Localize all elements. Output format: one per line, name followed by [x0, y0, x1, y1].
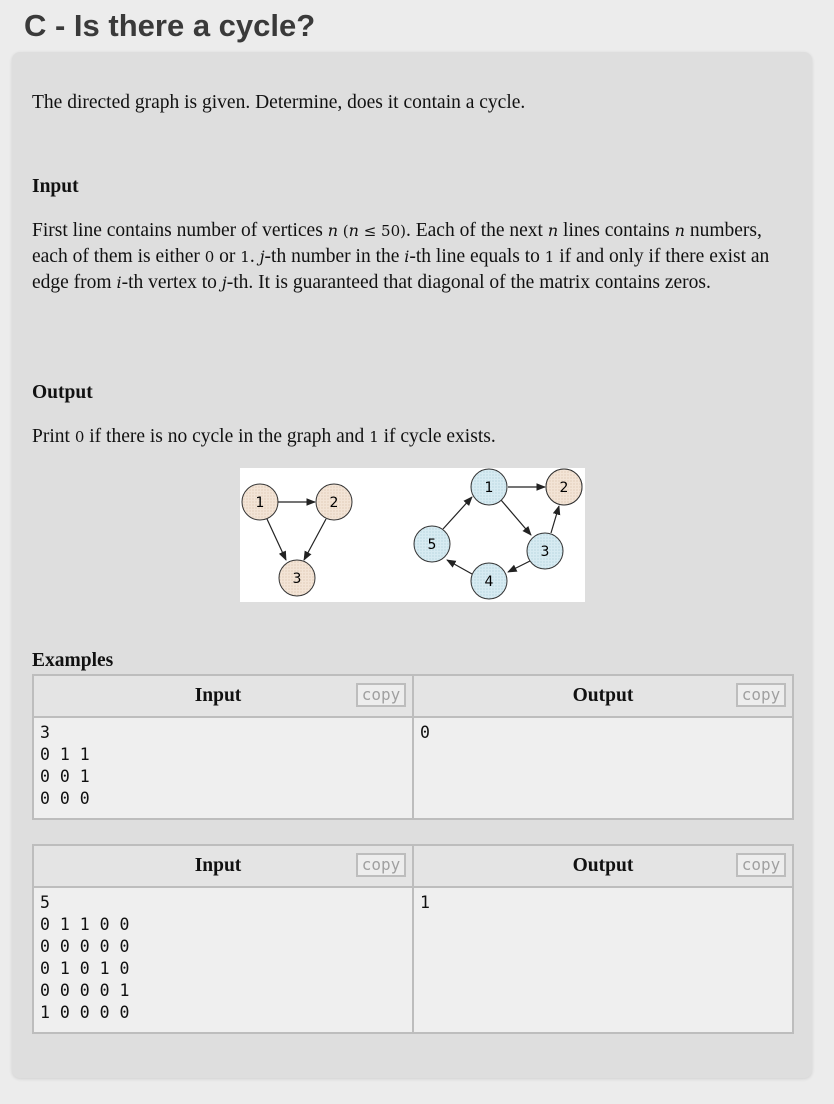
math-fragment: (: [338, 222, 349, 240]
input-label: Input: [194, 685, 242, 706]
input-label: Input: [194, 855, 242, 876]
text-fragment: if and only if there exist an edge from: [32, 246, 770, 293]
input-column-header: Input copy: [34, 676, 412, 716]
output-label: Output: [572, 855, 634, 876]
text-fragment: if cycle exists.: [378, 426, 496, 447]
input-description: First line contains number of vertices n…: [32, 218, 784, 296]
math-var: i: [116, 273, 122, 292]
output-cell: 1: [412, 888, 792, 1032]
example-output[interactable]: 0: [420, 723, 430, 742]
graph2-node-2-fill: [545, 468, 583, 506]
graph1-node-1: 1: [241, 483, 279, 521]
text-fragment: Print: [32, 426, 75, 447]
text-fragment: . Each of the next: [405, 220, 548, 241]
example-header: Input copy Output copy: [34, 676, 792, 718]
input-column-header: Input copy: [34, 846, 412, 886]
math-var: n: [674, 221, 685, 240]
svg-text:4: 4: [485, 574, 494, 590]
math-var: n: [327, 221, 338, 240]
graph2-edges: [442, 483, 561, 575]
math-var: j: [221, 273, 227, 292]
graph-illustration: 1 2 3 1 2 3 4 5 2: [240, 468, 585, 602]
example-body: 5 0 1 1 0 0 0 0 0 0 0 0 1 0 1 0 0 0 0 0 …: [34, 888, 792, 1032]
text-fragment: -th number in the: [264, 246, 405, 267]
math-var: n: [547, 221, 559, 240]
problem-panel: The directed graph is given. Determine, …: [12, 52, 812, 1078]
graph2-edge: [507, 559, 533, 573]
text-fragment: if there is no cycle in the graph and: [84, 426, 370, 447]
text-fragment: numbers, each of them is either: [32, 220, 762, 267]
output-column-header: Output copy: [412, 846, 792, 886]
graph2-edge: [442, 496, 473, 530]
svg-text:3: 3: [293, 571, 302, 587]
graph2-edge: [550, 505, 561, 534]
math-num: 0: [204, 248, 215, 266]
graph2-edge: [500, 499, 532, 536]
output-column-header: Output copy: [412, 676, 792, 716]
copy-input-button[interactable]: copy: [356, 853, 406, 877]
example-body: 3 0 1 1 0 0 1 0 0 0 0: [34, 718, 792, 818]
svg-text:5: 5: [428, 537, 437, 553]
svg-text:1: 1: [256, 495, 265, 511]
examples-heading: Examples: [32, 650, 114, 671]
text-fragment: or: [214, 246, 241, 267]
graph2-node-5: 5: [413, 525, 451, 563]
text-fragment: First line contains number of vertices: [32, 220, 328, 241]
math-var: i: [404, 247, 410, 266]
graph-figure-svg: 1 2 3 1 2 3 4 5 2: [241, 468, 583, 600]
output-description: Print 0 if there is no cycle in the grap…: [32, 424, 784, 450]
output-cell: 0: [412, 718, 792, 818]
example-2: Input copy Output copy 5 0 1 1 0 0 0 0 0…: [32, 844, 794, 1034]
math-num: 0: [74, 428, 85, 446]
graph1-node-2: 2: [315, 483, 353, 521]
text-fragment: lines contains: [558, 220, 675, 241]
example-header: Input copy Output copy: [34, 846, 792, 888]
example-input[interactable]: 3 0 1 1 0 0 1 0 0 0: [40, 723, 90, 808]
math-fragment: ≤ 50): [358, 222, 406, 240]
example-1: Input copy Output copy 3 0 1 1 0 0 1 0 0…: [32, 674, 794, 820]
text-fragment: -th line equals to: [409, 246, 545, 267]
graph2-node-1: 1: [470, 468, 508, 506]
text-fragment: -th vertex to: [121, 272, 222, 293]
svg-text:1: 1: [485, 480, 494, 496]
copy-output-button[interactable]: copy: [736, 683, 786, 707]
graph1-edge: [303, 518, 327, 561]
graph2-edge: [446, 559, 473, 575]
text-fragment: -th. It is guaranteed that diagonal of t…: [226, 272, 711, 293]
example-input[interactable]: 5 0 1 1 0 0 0 0 0 0 0 0 1 0 1 0 0 0 0 0 …: [40, 893, 130, 1022]
example-output[interactable]: 1: [420, 893, 430, 912]
copy-output-button[interactable]: copy: [736, 853, 786, 877]
graph2-node-2-label: 2: [560, 480, 569, 496]
graph2-node-3: 3: [526, 532, 564, 570]
math-var: j: [259, 247, 265, 266]
svg-text:2: 2: [330, 495, 339, 511]
input-cell: 5 0 1 1 0 0 0 0 0 0 0 0 1 0 1 0 0 0 0 0 …: [34, 888, 412, 1032]
input-cell: 3 0 1 1 0 0 1 0 0 0: [34, 718, 412, 818]
math-num: 1: [240, 248, 250, 266]
math-num: 1: [544, 248, 555, 266]
math-var: n: [348, 221, 359, 240]
copy-input-button[interactable]: copy: [356, 683, 406, 707]
graph2-node-4: 4: [470, 562, 508, 600]
text-fragment: .: [249, 246, 260, 267]
output-heading: Output: [32, 382, 93, 403]
output-label: Output: [572, 685, 634, 706]
math-num: 1: [369, 428, 379, 446]
svg-text:3: 3: [541, 544, 550, 560]
input-heading: Input: [32, 176, 79, 197]
graph1-edges: [266, 498, 327, 561]
graph1-node-3: 3: [278, 559, 316, 597]
graph1-edge: [266, 518, 287, 561]
problem-statement: The directed graph is given. Determine, …: [32, 92, 526, 113]
page-title: C - Is there a cycle?: [24, 8, 316, 43]
